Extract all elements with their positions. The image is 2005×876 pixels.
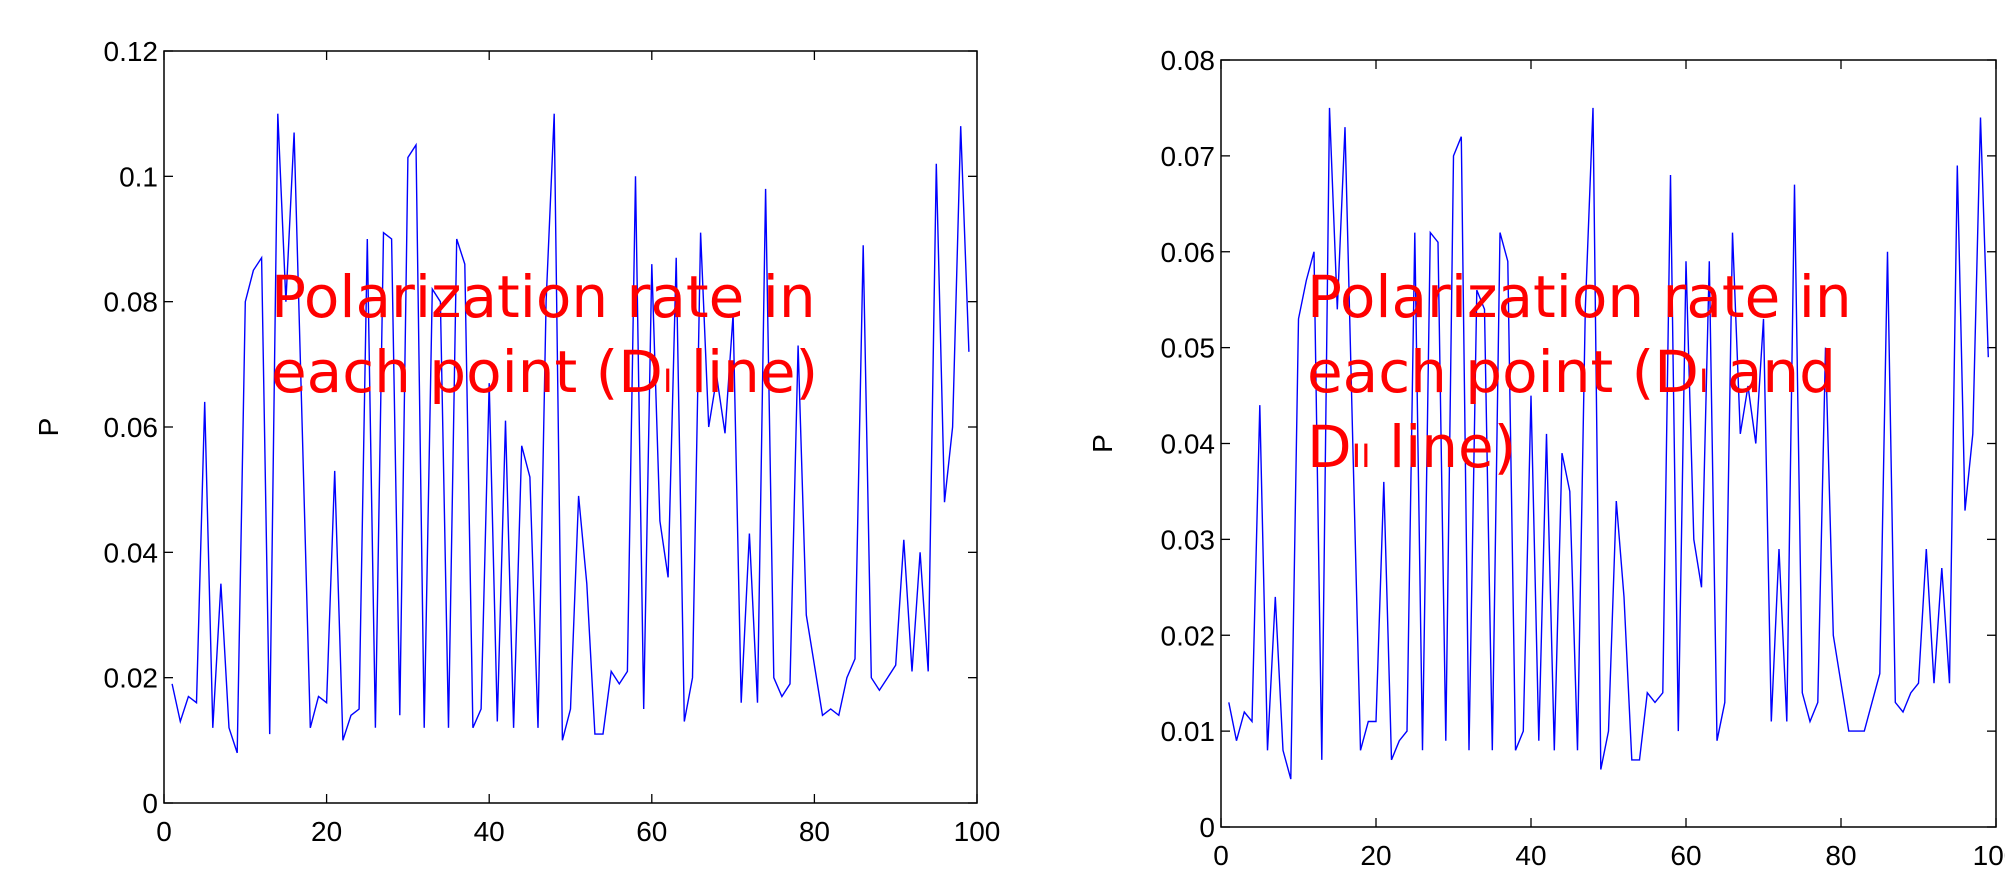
y-tick-label: 0.1	[119, 161, 158, 192]
annotation-part: D	[1307, 413, 1352, 481]
y-tick-label: 0.02	[104, 663, 159, 694]
annotation: each point (DI line)	[271, 338, 818, 406]
axes-frame	[163, 50, 978, 804]
y-axis-label: P	[33, 418, 64, 437]
data-line	[171, 113, 970, 754]
annotation-part: each point (D	[271, 338, 663, 406]
x-tick-label: 60	[636, 816, 667, 847]
annotation: each point (DI and	[1307, 338, 1836, 406]
y-tick-label: 0.08	[104, 287, 159, 318]
annotation: Polarization rate in	[1307, 263, 1852, 331]
y-tick-label: 0.01	[1161, 716, 1216, 747]
y-tick-label: 0.03	[1161, 524, 1216, 555]
y-axis-label: P	[1087, 434, 1118, 453]
annotation-part: each point (D	[1307, 338, 1699, 406]
x-tick-label: 20	[311, 816, 342, 847]
y-tick-label: 0	[142, 788, 158, 819]
y-tick-label: 0.12	[104, 36, 159, 67]
x-tick-label: 20	[1360, 840, 1391, 871]
y-tick-label: 0.06	[1161, 237, 1216, 268]
annotation-part: II	[1352, 437, 1371, 475]
annotation-part: line)	[1371, 413, 1517, 481]
y-tick-label: 0.04	[104, 537, 159, 568]
x-tick-label: 40	[474, 816, 505, 847]
x-tick-label: 40	[1515, 840, 1546, 871]
y-tick-label: 0	[1199, 812, 1215, 843]
annotation: DII line)	[1307, 413, 1516, 481]
axes-frame	[1220, 59, 1997, 828]
data-line	[1228, 107, 1989, 780]
x-tick-label: 60	[1670, 840, 1701, 871]
annotation-part: line)	[672, 338, 818, 406]
annotation-part: Polarization rate in	[271, 263, 816, 331]
x-tick-label: 80	[799, 816, 830, 847]
x-tick-label: 80	[1825, 840, 1856, 871]
y-tick-label: 0.07	[1161, 141, 1216, 172]
y-tick-label: 0.04	[1161, 429, 1216, 460]
y-tick-label: 0.06	[104, 412, 159, 443]
x-tick-label: 0	[156, 816, 172, 847]
x-tick-label: 100	[954, 816, 1001, 847]
annotation-part: I	[663, 362, 672, 400]
y-tick-label: 0.05	[1161, 333, 1216, 364]
annotation: Polarization rate in	[271, 263, 816, 331]
x-tick-label: 0	[1213, 840, 1229, 871]
annotation-part: I	[1699, 362, 1708, 400]
annotation-part: Polarization rate in	[1307, 263, 1852, 331]
annotation-part: and	[1708, 338, 1836, 406]
y-tick-label: 0.08	[1161, 45, 1216, 76]
y-tick-label: 0.02	[1161, 620, 1216, 651]
x-tick-label: 100	[1973, 840, 2005, 871]
